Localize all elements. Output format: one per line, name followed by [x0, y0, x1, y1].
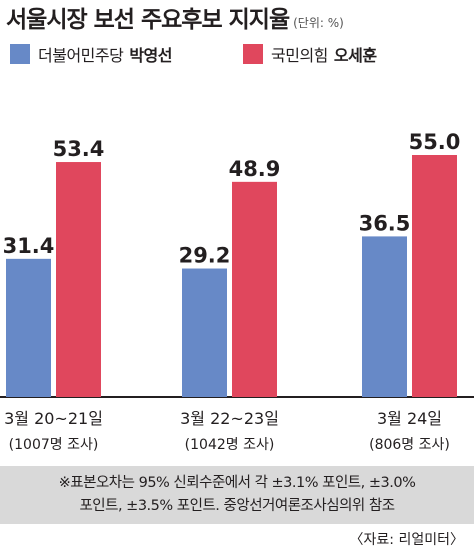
value-label-oh-2: 48.9: [229, 157, 281, 181]
value-label-park-1: 31.4: [3, 234, 55, 258]
bar-oh-2: [232, 181, 277, 397]
bar-park-1: [6, 258, 51, 397]
bar-park-2: [182, 268, 227, 397]
bar-chart: 31.4 53.4 3월 20~21일 (1007명 조사) 29.2 48.9 3월 22…: [0, 130, 474, 453]
bar-oh-3: [412, 155, 457, 397]
value-label-park-3: 36.5: [359, 211, 411, 235]
value-label-oh-3: 55.0: [409, 130, 461, 154]
sample-size-label-3: (806명 조사): [369, 437, 450, 453]
note-text: ※표본오차는 95% 신뢰수준에서 각 ±3.1% 포인트, ±3.0% 포인트…: [0, 472, 474, 518]
legend-name-park: 박영선: [129, 46, 172, 65]
sample-size-label-1: (1007명 조사): [9, 437, 99, 453]
category-label-3: 3월 24일: [377, 409, 442, 428]
bar-park-3: [362, 236, 407, 397]
note-line-2: 포인트, ±3.5% 포인트. 중앙선거여론조사심의위 참조: [79, 498, 395, 514]
legend-item-oh: 국민의힘 오세훈: [243, 42, 377, 66]
legend-item-park: 더불어민주당 박영선: [10, 42, 172, 66]
legend-swatch-oh: [243, 44, 263, 64]
note-box: [0, 466, 474, 524]
chart-title: 서울시장 보선 주요후보 지지율 (단위: %): [6, 7, 344, 33]
legend-party-oh: 국민의힘: [271, 46, 328, 65]
category-label-1: 3월 20~21일: [4, 409, 103, 428]
category-label-2: 3월 22~23일: [180, 409, 279, 428]
source-label: 〈자료: 리얼미터〉: [349, 532, 464, 548]
legend-name-oh: 오세훈: [333, 46, 377, 65]
unit-label: (단위: %): [293, 16, 344, 30]
legend-party-park: 더불어민주당: [38, 46, 124, 65]
note-line-1: ※표본오차는 95% 신뢰수준에서 각 ±3.1% 포인트, ±3.0%: [58, 475, 416, 491]
value-label-oh-1: 53.4: [53, 137, 105, 161]
value-label-park-2: 29.2: [179, 244, 231, 268]
legend-swatch-park: [10, 44, 30, 64]
bar-oh-1: [56, 162, 101, 397]
sample-size-label-2: (1042명 조사): [185, 437, 275, 453]
